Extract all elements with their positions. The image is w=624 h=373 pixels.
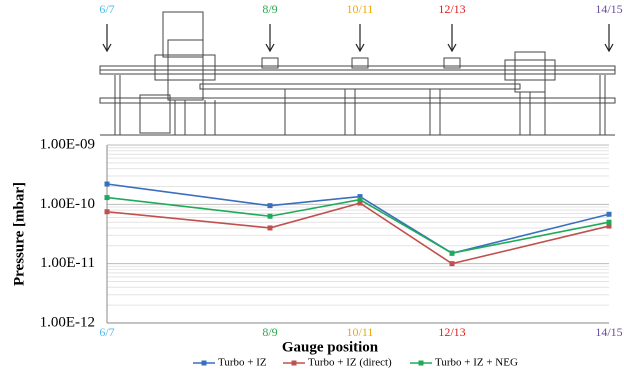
x-tick-label: 12/13 (438, 325, 465, 339)
gauge-label: 8/9 (262, 2, 277, 16)
legend-marker (418, 360, 424, 366)
data-point (449, 261, 455, 267)
beamline-drawing (99, 11, 616, 136)
gauge-arrowhead (102, 43, 112, 53)
gauge-label: 6/7 (99, 2, 114, 16)
y-tick-label: 1.00E-11 (40, 255, 95, 271)
data-point (267, 203, 273, 209)
legend-label: Turbo + IZ (218, 357, 267, 369)
y-axis-title: Pressure [mbar] (11, 182, 27, 286)
data-point (606, 211, 612, 217)
data-point (104, 209, 110, 215)
gauge-label: 12/13 (438, 2, 465, 16)
data-point (357, 197, 363, 203)
gauge-label: 10/11 (347, 2, 374, 16)
gauge-arrowhead (265, 43, 275, 53)
gauge-label: 14/15 (595, 2, 622, 16)
data-point (267, 225, 273, 231)
data-point (606, 223, 612, 229)
y-tick-label: 1.00E-10 (40, 196, 95, 212)
x-tick-label: 10/11 (347, 325, 374, 339)
x-tick-label: 8/9 (262, 325, 277, 339)
x-axis-title: Gauge position (282, 339, 379, 355)
y-tick-label: 1.00E-09 (40, 136, 95, 152)
legend-label: Turbo + IZ + NEG (435, 357, 518, 369)
data-point (104, 195, 110, 201)
x-tick-label: 14/15 (595, 325, 622, 339)
gauge-arrowhead (355, 43, 365, 53)
legend-marker (291, 360, 297, 366)
legend-label: Turbo + IZ (direct) (308, 357, 392, 369)
y-tick-label: 1.00E-12 (40, 314, 95, 330)
data-point (267, 213, 273, 219)
legend-marker (201, 360, 207, 366)
gauge-arrowhead (604, 43, 614, 53)
data-point (449, 250, 455, 256)
data-point (357, 200, 363, 206)
x-tick-label: 6/7 (99, 325, 114, 339)
data-point (357, 194, 363, 200)
data-point (606, 219, 612, 225)
gauge-arrowhead (447, 43, 457, 53)
data-point (104, 181, 110, 187)
